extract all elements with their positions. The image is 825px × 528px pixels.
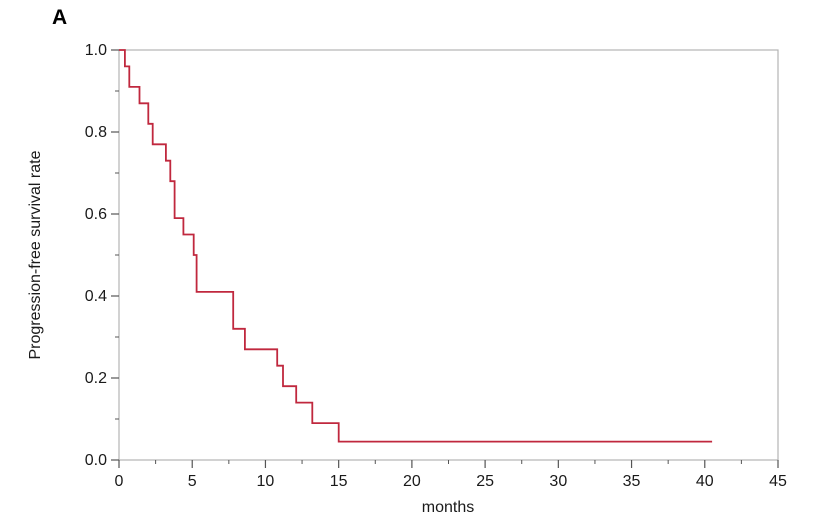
x-tick-label: 30 (549, 473, 567, 490)
y-tick-label: 0.0 (85, 452, 107, 469)
x-axis-title: months (422, 499, 474, 516)
y-tick-label: 0.8 (85, 124, 107, 141)
x-tick-label: 10 (257, 473, 275, 490)
panel-label: A (52, 6, 67, 29)
series-layer (119, 49, 713, 443)
x-tick-label: 0 (115, 473, 124, 490)
y-tick-label: 0.6 (85, 206, 107, 223)
y-axis-title: Progression-free survival rate (27, 150, 44, 359)
y-tick-label: 0.2 (85, 370, 107, 387)
x-tick-label: 45 (769, 473, 787, 490)
x-tick-label: 25 (476, 473, 494, 490)
x-tick-label: 15 (330, 473, 348, 490)
x-tick-label: 40 (696, 473, 714, 490)
x-tick-label: 20 (403, 473, 421, 490)
survival-curve (119, 49, 713, 443)
y-tick-label: 1.0 (85, 42, 107, 59)
x-tick-label: 5 (188, 473, 197, 490)
y-axis: 0.0 0.2 0.4 0.6 0.8 1.0 (85, 42, 119, 469)
plot-frame (118, 49, 779, 461)
y-tick-label: 0.4 (85, 288, 107, 305)
x-axis: 0 5 10 15 20 25 30 35 40 45 (115, 460, 787, 490)
x-tick-label: 35 (623, 473, 641, 490)
